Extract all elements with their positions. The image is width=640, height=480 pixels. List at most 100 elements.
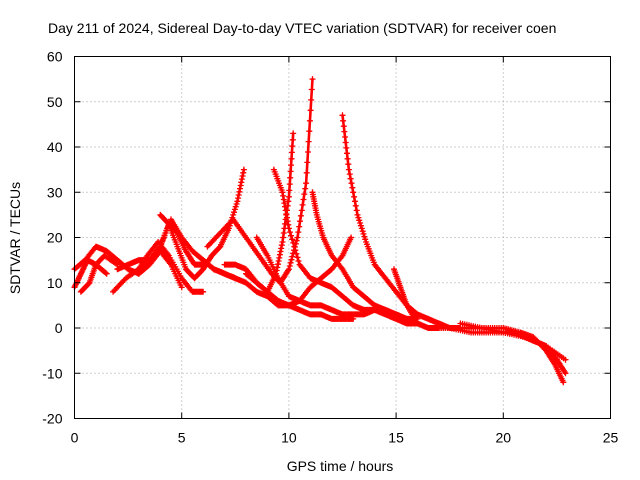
data-point-marker bbox=[231, 206, 238, 213]
data-point-marker bbox=[289, 253, 296, 260]
data-point-marker bbox=[351, 193, 358, 200]
tick-marks bbox=[74, 56, 611, 419]
data-series bbox=[71, 76, 569, 386]
data-point-marker bbox=[562, 356, 569, 363]
y-tick-label: 60 bbox=[47, 49, 63, 65]
data-point-marker bbox=[282, 203, 288, 210]
y-tick-label: 30 bbox=[47, 184, 63, 200]
data-point-marker bbox=[275, 258, 282, 264]
data-point-marker bbox=[284, 218, 291, 225]
data-point-marker bbox=[280, 192, 287, 199]
data-point-marker bbox=[240, 166, 247, 173]
data-point-marker bbox=[288, 149, 295, 156]
data-point-marker bbox=[294, 234, 301, 241]
data-point-marker bbox=[234, 198, 241, 205]
x-tick-label: 10 bbox=[281, 430, 297, 446]
data-point-marker bbox=[305, 138, 312, 145]
data-point-marker bbox=[289, 236, 296, 243]
data-point-marker bbox=[291, 243, 298, 250]
data-point-marker bbox=[349, 184, 356, 191]
data-point-marker bbox=[297, 218, 303, 225]
data-point-marker bbox=[288, 155, 295, 162]
series-arc-18 bbox=[457, 320, 567, 386]
data-point-marker bbox=[342, 134, 349, 140]
data-point-marker bbox=[297, 212, 304, 219]
data-point-marker bbox=[360, 230, 367, 237]
x-tick-label: 5 bbox=[178, 430, 186, 446]
data-point-marker bbox=[285, 266, 292, 273]
data-point-marker bbox=[347, 175, 354, 182]
data-point-marker bbox=[306, 128, 313, 135]
data-point-marker bbox=[293, 250, 300, 257]
data-point-marker bbox=[300, 196, 307, 203]
data-point-marker bbox=[361, 233, 368, 240]
data-point-marker bbox=[103, 270, 110, 277]
x-tick-label: 0 bbox=[71, 430, 79, 446]
data-point-marker bbox=[288, 162, 294, 169]
data-point-marker bbox=[305, 149, 311, 155]
chart-title: Day 211 of 2024, Sidereal Day-to-day VTE… bbox=[48, 20, 556, 36]
data-point-marker bbox=[354, 211, 361, 218]
data-point-marker bbox=[287, 168, 294, 175]
data-point-marker bbox=[285, 267, 291, 274]
data-point-marker bbox=[298, 207, 305, 214]
grid-lines bbox=[74, 56, 611, 419]
data-point-marker bbox=[232, 203, 239, 210]
data-point-marker bbox=[303, 169, 310, 176]
data-point-marker bbox=[301, 191, 308, 198]
data-point-marker bbox=[344, 150, 350, 157]
data-point-marker bbox=[81, 263, 88, 270]
series-arc-11 bbox=[243, 270, 357, 322]
data-point-marker bbox=[358, 225, 365, 232]
data-point-marker bbox=[288, 232, 294, 239]
data-point-marker bbox=[351, 198, 358, 205]
data-point-marker bbox=[339, 112, 346, 119]
data-point-marker bbox=[238, 176, 245, 183]
data-point-marker bbox=[345, 166, 352, 173]
data-point-marker bbox=[340, 123, 347, 130]
data-point-marker bbox=[288, 256, 295, 263]
data-point-marker bbox=[295, 258, 302, 264]
data-point-marker bbox=[345, 161, 352, 168]
data-point-marker bbox=[304, 159, 311, 166]
data-point-marker bbox=[286, 187, 293, 194]
y-tick-label: 10 bbox=[47, 275, 63, 291]
data-point-marker bbox=[240, 169, 247, 176]
data-point-marker bbox=[287, 229, 293, 236]
data-point-marker bbox=[283, 211, 290, 217]
data-point-marker bbox=[287, 174, 294, 181]
series-arc-14 bbox=[309, 189, 421, 327]
data-point-marker bbox=[289, 136, 296, 143]
data-point-marker bbox=[287, 259, 294, 266]
y-tick-label: 0 bbox=[55, 320, 63, 336]
data-point-marker bbox=[346, 171, 353, 178]
y-tick-label: 20 bbox=[47, 230, 63, 246]
x-tick-label: 15 bbox=[388, 430, 404, 446]
data-point-marker bbox=[309, 76, 316, 83]
data-point-marker bbox=[290, 130, 297, 137]
data-point-marker bbox=[237, 185, 243, 192]
data-point-marker bbox=[355, 214, 362, 221]
data-point-marker bbox=[348, 180, 355, 187]
data-point-marker bbox=[280, 234, 287, 241]
data-point-marker bbox=[290, 239, 297, 246]
data-point-marker bbox=[178, 284, 185, 291]
data-point-marker bbox=[359, 228, 366, 235]
data-point-marker bbox=[350, 189, 357, 196]
data-point-marker bbox=[289, 143, 296, 150]
y-tick-label: 50 bbox=[47, 94, 63, 110]
data-point-marker bbox=[299, 201, 306, 208]
tick-labels: 0 5 10 15 20 25 -20 -10 0 10 20 30 40 50 60 bbox=[42, 49, 618, 446]
data-point-marker bbox=[307, 107, 314, 114]
data-point-marker bbox=[303, 180, 310, 187]
y-tick-label: -20 bbox=[42, 411, 62, 427]
data-point-marker bbox=[102, 269, 109, 276]
data-point-marker bbox=[156, 244, 163, 251]
y-tick-label: 40 bbox=[47, 139, 63, 155]
data-point-marker bbox=[308, 96, 315, 103]
data-point-marker bbox=[352, 202, 359, 209]
data-point-marker bbox=[231, 209, 237, 216]
data-point-marker bbox=[353, 207, 360, 214]
data-point-marker bbox=[560, 379, 567, 386]
